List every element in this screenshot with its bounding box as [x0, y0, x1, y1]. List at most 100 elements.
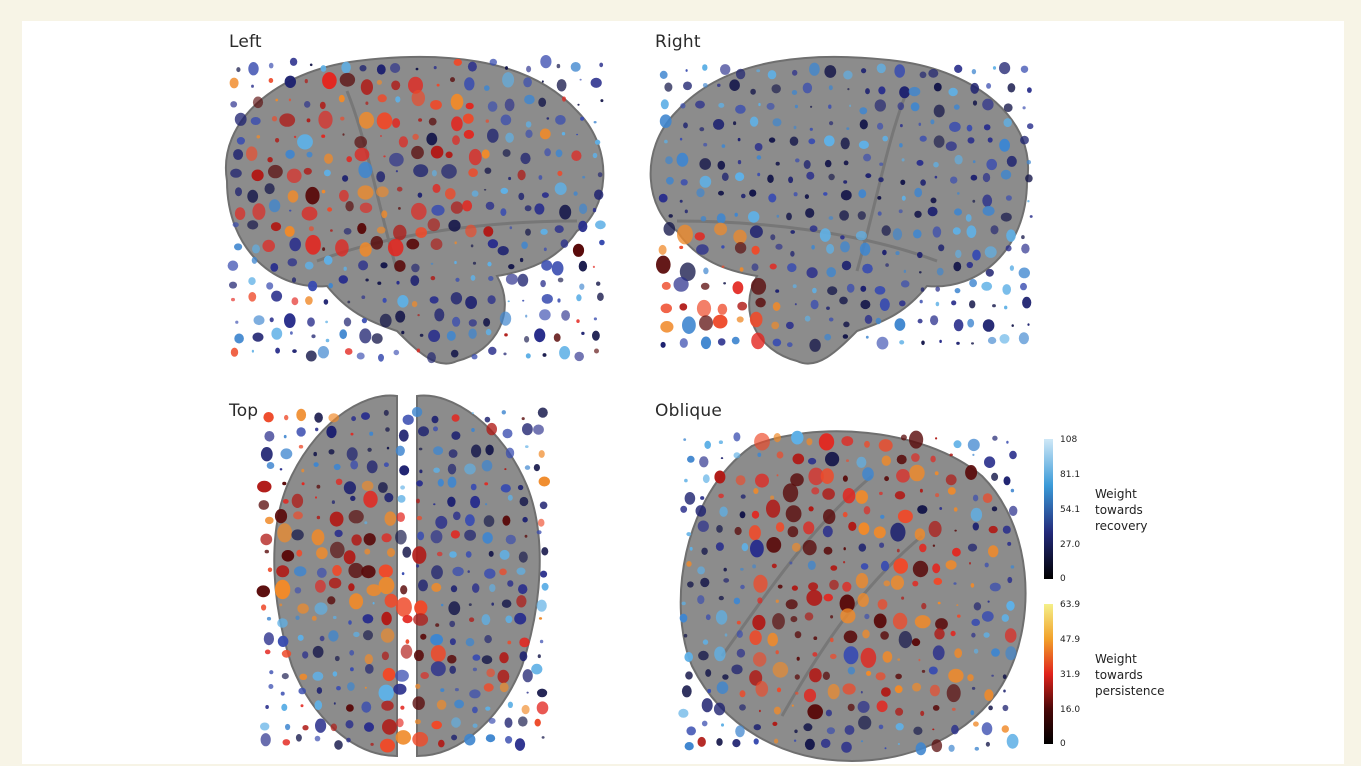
- recovery-sphere: [736, 630, 743, 638]
- recovery-sphere: [484, 635, 492, 644]
- recovery-sphere: [481, 655, 493, 665]
- persistence-sphere: [516, 595, 527, 608]
- recovery-sphere: [880, 560, 890, 572]
- recovery-sphere: [659, 70, 668, 79]
- persistence-sphere: [354, 136, 367, 149]
- recovery-sphere: [538, 97, 547, 108]
- recovery-sphere: [395, 310, 406, 323]
- recovery-sphere: [954, 154, 963, 165]
- persistence-sphere: [818, 433, 835, 451]
- persistence-sphere: [416, 348, 421, 353]
- persistence-sphere: [400, 705, 405, 710]
- recovery-sphere: [525, 353, 531, 359]
- recovery-sphere: [503, 352, 507, 356]
- persistence-sphere: [420, 633, 427, 640]
- recovery-sphere: [684, 478, 688, 483]
- recovery-sphere: [680, 505, 688, 513]
- recovery-sphere: [954, 208, 962, 216]
- recovery-sphere: [787, 342, 793, 348]
- recovery-sphere: [719, 506, 728, 517]
- persistence-sphere: [321, 134, 326, 138]
- recovery-sphere: [737, 160, 742, 165]
- recovery-sphere: [251, 84, 254, 88]
- persistence-sphere: [264, 549, 269, 554]
- recovery-sphere: [1000, 169, 1012, 180]
- recovery-sphere: [687, 455, 695, 463]
- recovery-sphere: [861, 68, 867, 74]
- recovery-sphere: [268, 684, 274, 689]
- recovery-sphere: [576, 133, 579, 136]
- recovery-sphere: [703, 142, 708, 147]
- recovery-sphere: [735, 172, 745, 182]
- persistence-sphere: [363, 533, 376, 546]
- recovery-sphere: [898, 631, 913, 649]
- recovery-sphere: [970, 174, 978, 181]
- recovery-sphere: [720, 64, 731, 75]
- persistence-sphere: [234, 207, 246, 221]
- recovery-sphere: [664, 82, 673, 92]
- recovery-sphere: [347, 682, 355, 691]
- persistence-sphere: [340, 116, 345, 121]
- title-line: recovery: [1095, 519, 1148, 533]
- recovery-sphere: [874, 99, 886, 112]
- recovery-sphere: [701, 698, 713, 713]
- persistence-sphere: [734, 242, 747, 254]
- persistence-sphere: [361, 565, 376, 579]
- recovery-sphere: [717, 338, 726, 346]
- recovery-sphere: [862, 467, 874, 481]
- recovery-sphere: [1007, 576, 1013, 584]
- persistence-sphere: [973, 721, 979, 727]
- persistence-sphere: [393, 224, 407, 241]
- recovery-sphere: [334, 655, 340, 662]
- persistence-sphere: [521, 704, 530, 715]
- recovery-sphere: [697, 520, 709, 532]
- recovery-sphere: [735, 68, 746, 80]
- persistence-sphere: [381, 533, 392, 543]
- recovery-sphere: [430, 634, 443, 646]
- recovery-sphere: [350, 495, 356, 501]
- recovery-sphere: [900, 179, 906, 185]
- persistence-sphere: [947, 487, 956, 495]
- persistence-sphere: [327, 596, 336, 605]
- recovery-sphere: [280, 448, 293, 460]
- recovery-sphere: [531, 663, 543, 675]
- recovery-sphere: [967, 318, 975, 328]
- recovery-sphere: [935, 301, 940, 307]
- persistence-sphere: [919, 543, 927, 553]
- recovery-sphere: [304, 261, 314, 270]
- recovery-sphere: [918, 122, 922, 127]
- recovery-sphere: [573, 191, 578, 196]
- recovery-sphere: [953, 440, 962, 449]
- recovery-sphere: [505, 132, 514, 143]
- recovery-sphere: [686, 726, 696, 736]
- recovery-sphere: [348, 620, 352, 625]
- title-line: persistence: [1095, 684, 1165, 698]
- recovery-sphere: [716, 738, 723, 746]
- recovery-sphere: [312, 645, 324, 658]
- recovery-sphere: [967, 438, 980, 452]
- recovery-sphere: [878, 86, 886, 95]
- recovery-sphere: [668, 214, 673, 218]
- recovery-sphere: [702, 474, 710, 484]
- recovery-sphere: [990, 225, 999, 235]
- recovery-sphere: [790, 250, 795, 257]
- recovery-sphere: [793, 739, 797, 742]
- recovery-sphere: [899, 86, 910, 99]
- recovery-sphere: [488, 276, 494, 281]
- recovery-sphere: [289, 237, 301, 252]
- persistence-sphere: [291, 297, 299, 306]
- recovery-sphere: [431, 565, 443, 580]
- recovery-sphere: [294, 587, 302, 594]
- recovery-sphere: [864, 613, 870, 620]
- recovery-sphere: [236, 137, 245, 145]
- persistence-sphere: [361, 480, 374, 491]
- persistence-sphere: [450, 201, 463, 214]
- recovery-sphere: [840, 190, 852, 201]
- persistence-sphere: [387, 238, 404, 257]
- recovery-sphere: [740, 584, 745, 590]
- recovery-sphere: [449, 620, 456, 628]
- recovery-sphere: [809, 225, 818, 232]
- persistence-sphere: [451, 116, 463, 132]
- persistence-sphere: [499, 652, 509, 664]
- recovery-sphere: [281, 673, 289, 680]
